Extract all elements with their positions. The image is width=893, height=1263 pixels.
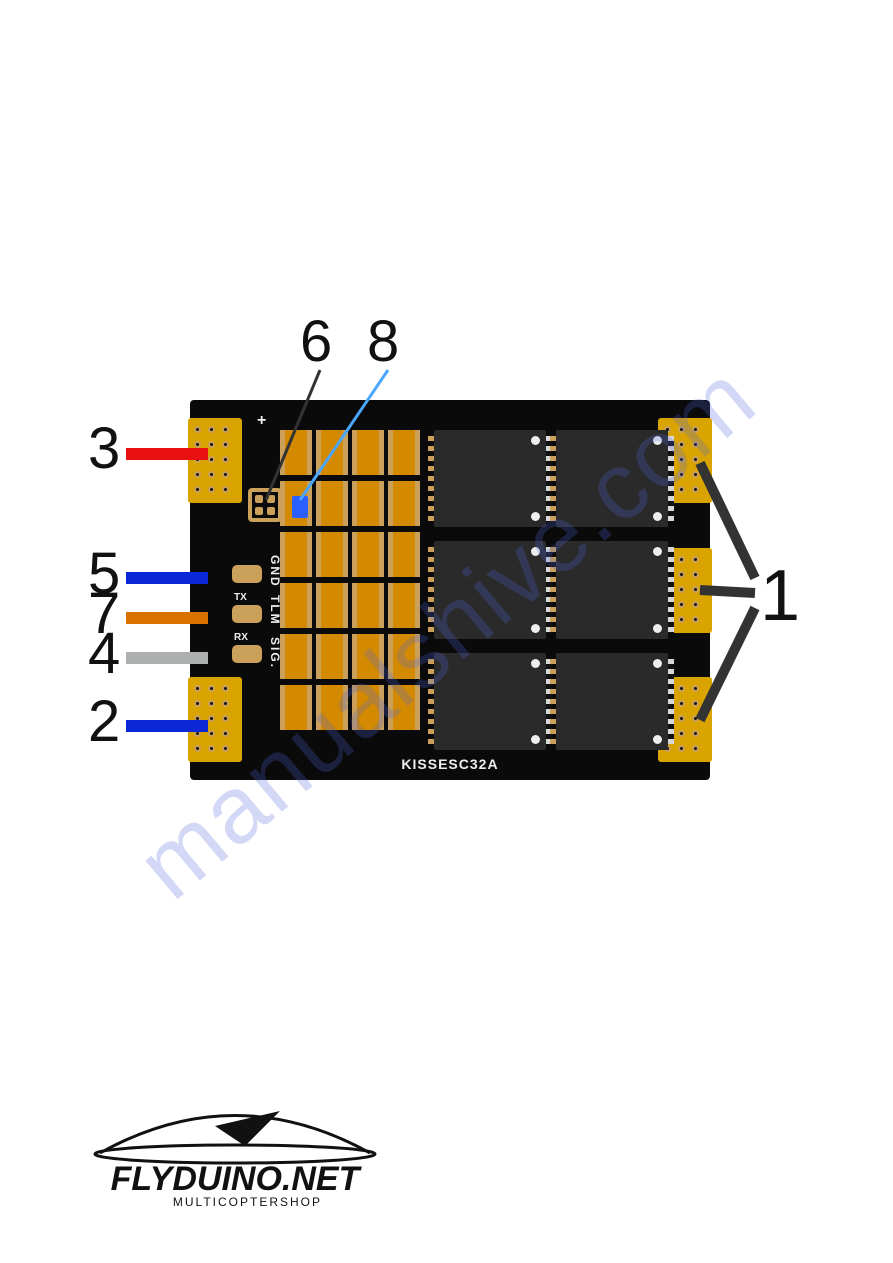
capacitor <box>280 685 312 730</box>
callout-3: 3 <box>88 415 120 482</box>
capacitor <box>280 634 312 679</box>
capacitor <box>388 634 420 679</box>
status-led <box>292 496 308 518</box>
silk-model: KISSESC32A <box>190 756 710 772</box>
capacitor <box>316 634 348 679</box>
capacitor <box>388 532 420 577</box>
silk-tx: TX <box>234 592 247 603</box>
callout-1: 1 <box>760 555 800 637</box>
capacitor <box>352 583 384 628</box>
lead-2 <box>126 720 208 732</box>
capacitor <box>316 685 348 730</box>
capacitor <box>352 685 384 730</box>
silk-gnd: GND <box>268 555 282 588</box>
capacitor <box>316 481 348 526</box>
lead-4 <box>126 652 208 664</box>
page: manualshive.com + GND TLM SIG. TX R <box>0 0 893 1263</box>
signal-pad-tlm <box>232 605 262 623</box>
callout-2: 2 <box>88 688 120 755</box>
capacitor <box>280 430 312 475</box>
callout-7: 7 <box>88 580 120 647</box>
capacitor <box>388 481 420 526</box>
footer-logo: FLYDUINO.NET MULTICOPTERSHOP <box>70 1108 400 1218</box>
boot-pad-j1 <box>248 488 282 522</box>
silk-tlm: TLM <box>268 595 282 626</box>
mosfet <box>556 653 668 750</box>
signal-pad-sig <box>232 645 262 663</box>
callout-6: 6 <box>300 308 332 375</box>
power-pad-plus <box>188 418 242 503</box>
pcb-board: + GND TLM SIG. TX RX KISSESC32A <box>190 400 710 780</box>
capacitor <box>388 430 420 475</box>
mosfet-grid <box>434 430 668 750</box>
mosfet <box>434 541 546 638</box>
capacitor <box>352 634 384 679</box>
lead-7 <box>126 612 208 624</box>
capacitor <box>280 532 312 577</box>
lead-5 <box>126 572 208 584</box>
silk-plus: + <box>257 412 266 430</box>
silk-sig: SIG. <box>268 637 282 669</box>
mosfet <box>434 430 546 527</box>
brand-sub: MULTICOPTERSHOP <box>173 1195 322 1209</box>
capacitor <box>388 583 420 628</box>
capacitor <box>352 532 384 577</box>
capacitor <box>280 583 312 628</box>
callout-8: 8 <box>367 308 399 375</box>
mosfet <box>556 430 668 527</box>
capacitor <box>316 532 348 577</box>
capacitor <box>352 430 384 475</box>
silk-rx: RX <box>234 632 248 643</box>
capacitor <box>316 430 348 475</box>
capacitor-array <box>280 430 420 730</box>
capacitor <box>316 583 348 628</box>
signal-pad-gnd <box>232 565 262 583</box>
mosfet <box>556 541 668 638</box>
mosfet <box>434 653 546 750</box>
capacitor <box>388 685 420 730</box>
capacitor <box>352 481 384 526</box>
brand-main: FLYDUINO.NET <box>111 1160 363 1198</box>
lead-3 <box>126 448 208 460</box>
